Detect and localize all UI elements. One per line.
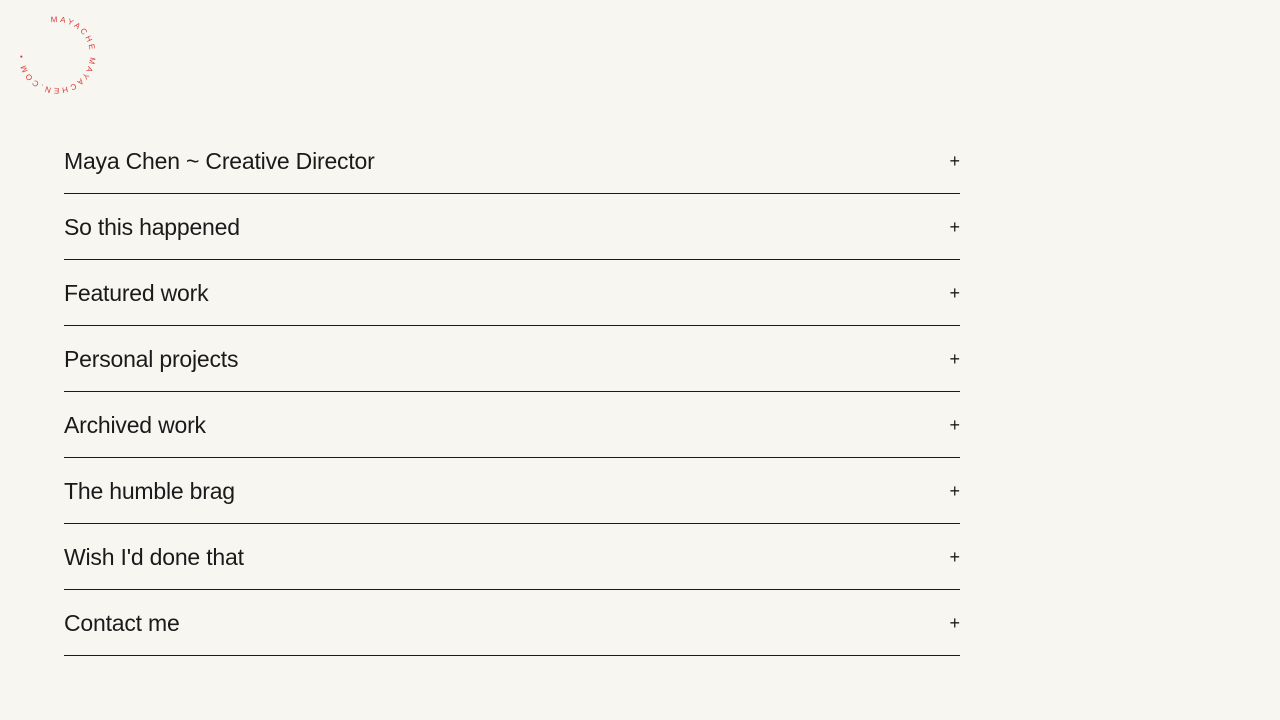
- svg-text:MAYACHE MAYACHEN.COM •: MAYACHE MAYACHEN.COM •: [17, 15, 97, 95]
- accordion-item[interactable]: Personal projects +: [64, 326, 960, 392]
- logo[interactable]: MAYACHE MAYACHEN.COM •: [17, 15, 97, 95]
- plus-icon[interactable]: +: [949, 217, 960, 237]
- accordion-item[interactable]: Archived work +: [64, 392, 960, 458]
- plus-icon[interactable]: +: [949, 613, 960, 633]
- accordion-item[interactable]: Contact me +: [64, 590, 960, 656]
- accordion-item[interactable]: Featured work +: [64, 260, 960, 326]
- accordion-item[interactable]: The humble brag +: [64, 458, 960, 524]
- plus-icon[interactable]: +: [949, 547, 960, 567]
- accordion-item-label: Archived work: [64, 412, 206, 438]
- accordion-item-label: The humble brag: [64, 478, 235, 504]
- accordion-item-label: Wish I'd done that: [64, 544, 244, 570]
- accordion-item-label: Personal projects: [64, 346, 239, 372]
- accordion-item[interactable]: Wish I'd done that +: [64, 524, 960, 590]
- plus-icon[interactable]: +: [949, 283, 960, 303]
- plus-icon[interactable]: +: [949, 151, 960, 171]
- plus-icon[interactable]: +: [949, 415, 960, 435]
- accordion-item[interactable]: So this happened +: [64, 194, 960, 260]
- accordion: Maya Chen ~ Creative Director + So this ha…: [64, 128, 960, 656]
- logo-text: MAYACHE MAYACHEN.COM •: [17, 15, 95, 95]
- accordion-item-label: Contact me: [64, 610, 180, 636]
- accordion-item-label: So this happened: [64, 214, 240, 240]
- accordion-item-label: Maya Chen ~ Creative Director: [64, 148, 375, 174]
- plus-icon[interactable]: +: [949, 481, 960, 501]
- accordion-item-label: Featured work: [64, 280, 209, 306]
- accordion-item[interactable]: Maya Chen ~ Creative Director +: [64, 128, 960, 194]
- plus-icon[interactable]: +: [949, 349, 960, 369]
